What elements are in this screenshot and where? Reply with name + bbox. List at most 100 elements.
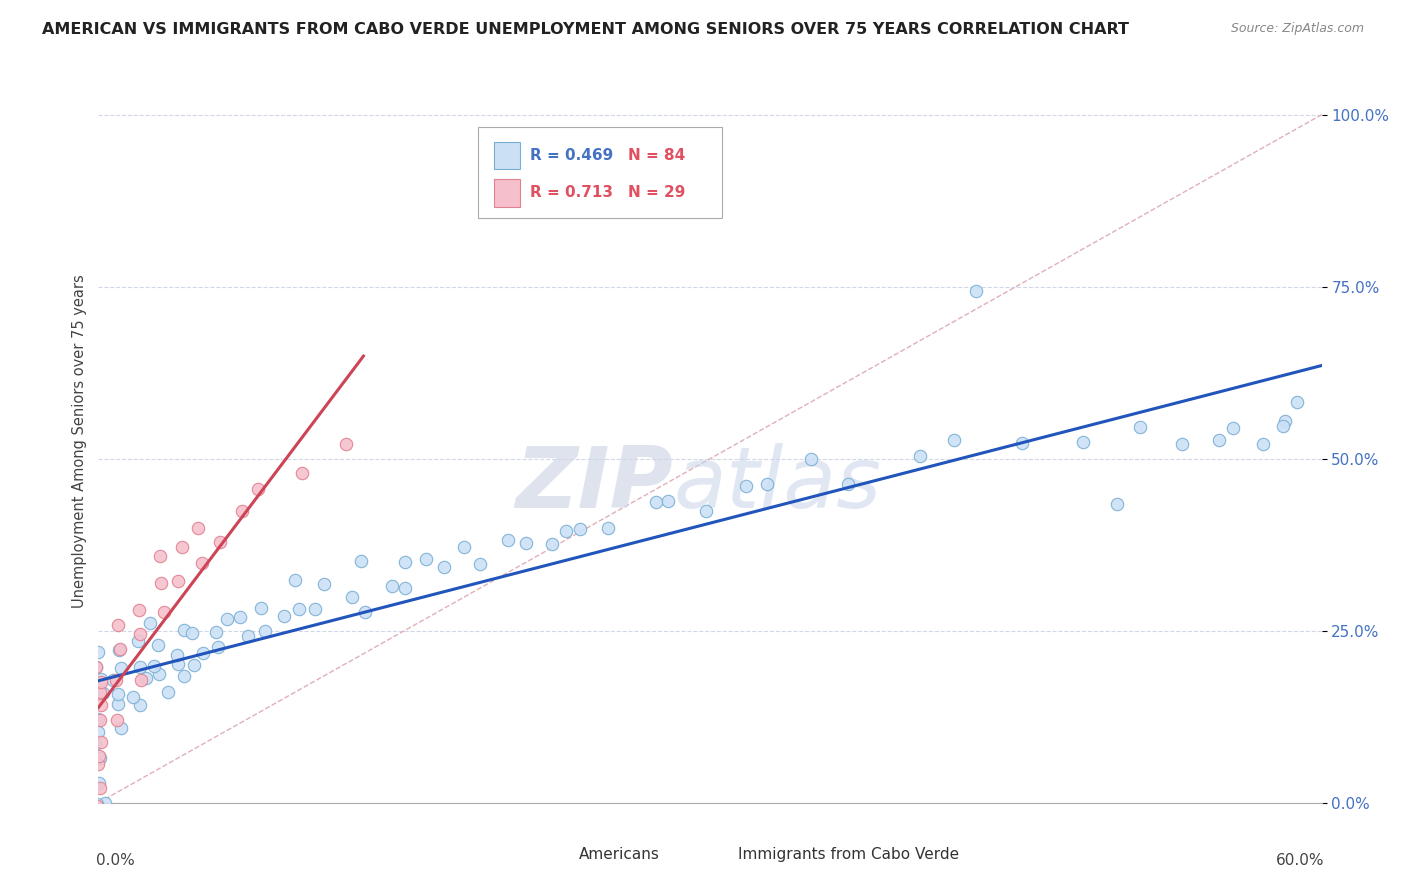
Point [342, 591, 364, 605]
Point [247, 482, 270, 496]
Point [288, 602, 311, 616]
Text: Source: ZipAtlas.com: Source: ZipAtlas.com [1230, 22, 1364, 36]
Point [181, 625, 204, 640]
Point [468, 557, 491, 571]
Text: Americans: Americans [579, 847, 659, 863]
Point [129, 673, 152, 687]
Point [394, 555, 416, 569]
Bar [704, 844, 731, 865]
Point [1171, 437, 1194, 451]
Text: R = 0.469: R = 0.469 [530, 148, 613, 163]
Point [84, 737, 107, 751]
Point [94, 797, 117, 811]
Point [657, 493, 679, 508]
Point [415, 551, 437, 566]
Point [273, 608, 295, 623]
Point [284, 573, 307, 587]
Text: AMERICAN VS IMMIGRANTS FROM CABO VERDE UNEMPLOYMENT AMONG SENIORS OVER 75 YEARS : AMERICAN VS IMMIGRANTS FROM CABO VERDE U… [42, 22, 1129, 37]
Point [146, 638, 169, 652]
Point [837, 477, 859, 491]
Point [108, 643, 131, 657]
Point [1222, 421, 1244, 435]
Point [205, 624, 228, 639]
Point [135, 671, 157, 685]
Point [1271, 419, 1294, 434]
Point [394, 581, 416, 595]
Point [695, 504, 717, 518]
Text: atlas: atlas [673, 443, 882, 526]
Point [108, 642, 131, 657]
Point [87, 776, 110, 790]
Point [433, 560, 456, 574]
Point [800, 452, 823, 467]
Point [166, 648, 188, 662]
Point [238, 629, 260, 643]
Point [1208, 433, 1230, 447]
Point [89, 751, 111, 765]
Point [1251, 436, 1274, 450]
Point [231, 504, 253, 518]
Point [148, 549, 170, 563]
Point [110, 660, 132, 674]
Point [127, 633, 149, 648]
Point [908, 449, 931, 463]
Point [167, 574, 190, 588]
Point [187, 521, 209, 535]
Point [90, 675, 112, 690]
Point [596, 521, 619, 535]
Point [1286, 395, 1309, 409]
Point [90, 672, 112, 686]
Point [167, 657, 190, 671]
Point [496, 533, 519, 547]
Point [381, 578, 404, 592]
Point [90, 698, 112, 713]
Point [191, 646, 214, 660]
Point [755, 477, 778, 491]
Point [1105, 497, 1128, 511]
Point [249, 601, 271, 615]
Point [139, 616, 162, 631]
Text: R = 0.713: R = 0.713 [530, 186, 613, 201]
Text: 60.0%: 60.0% [1275, 854, 1324, 869]
Point [191, 556, 214, 570]
Point [84, 660, 107, 674]
Point [644, 495, 666, 509]
Text: 0.0%: 0.0% [96, 854, 135, 869]
Point [91, 686, 114, 700]
Point [173, 669, 195, 683]
Point [89, 780, 111, 795]
Point [1071, 434, 1094, 449]
Point [172, 541, 194, 555]
Point [122, 690, 145, 704]
Point [515, 535, 537, 549]
Point [253, 624, 276, 638]
Point [153, 605, 176, 619]
Point [304, 602, 326, 616]
Point [314, 577, 336, 591]
Point [86, 797, 108, 812]
Point [105, 713, 128, 727]
Point [353, 605, 375, 619]
Point [129, 698, 152, 713]
Point [209, 535, 232, 549]
Bar [494, 179, 520, 207]
Point [173, 624, 195, 638]
Point [540, 537, 562, 551]
Point [183, 658, 205, 673]
Point [1128, 420, 1150, 434]
Point [87, 725, 110, 739]
Point [87, 712, 110, 726]
Point [110, 721, 132, 735]
Point [156, 685, 179, 699]
Text: N = 29: N = 29 [628, 186, 686, 201]
Point [101, 673, 124, 688]
Point [142, 659, 165, 673]
Point [942, 434, 965, 448]
Point [350, 554, 373, 568]
Point [1011, 436, 1033, 450]
Point [1274, 414, 1296, 428]
Point [568, 522, 591, 536]
Point [105, 673, 128, 687]
Point [107, 617, 129, 632]
FancyBboxPatch shape [478, 128, 723, 218]
